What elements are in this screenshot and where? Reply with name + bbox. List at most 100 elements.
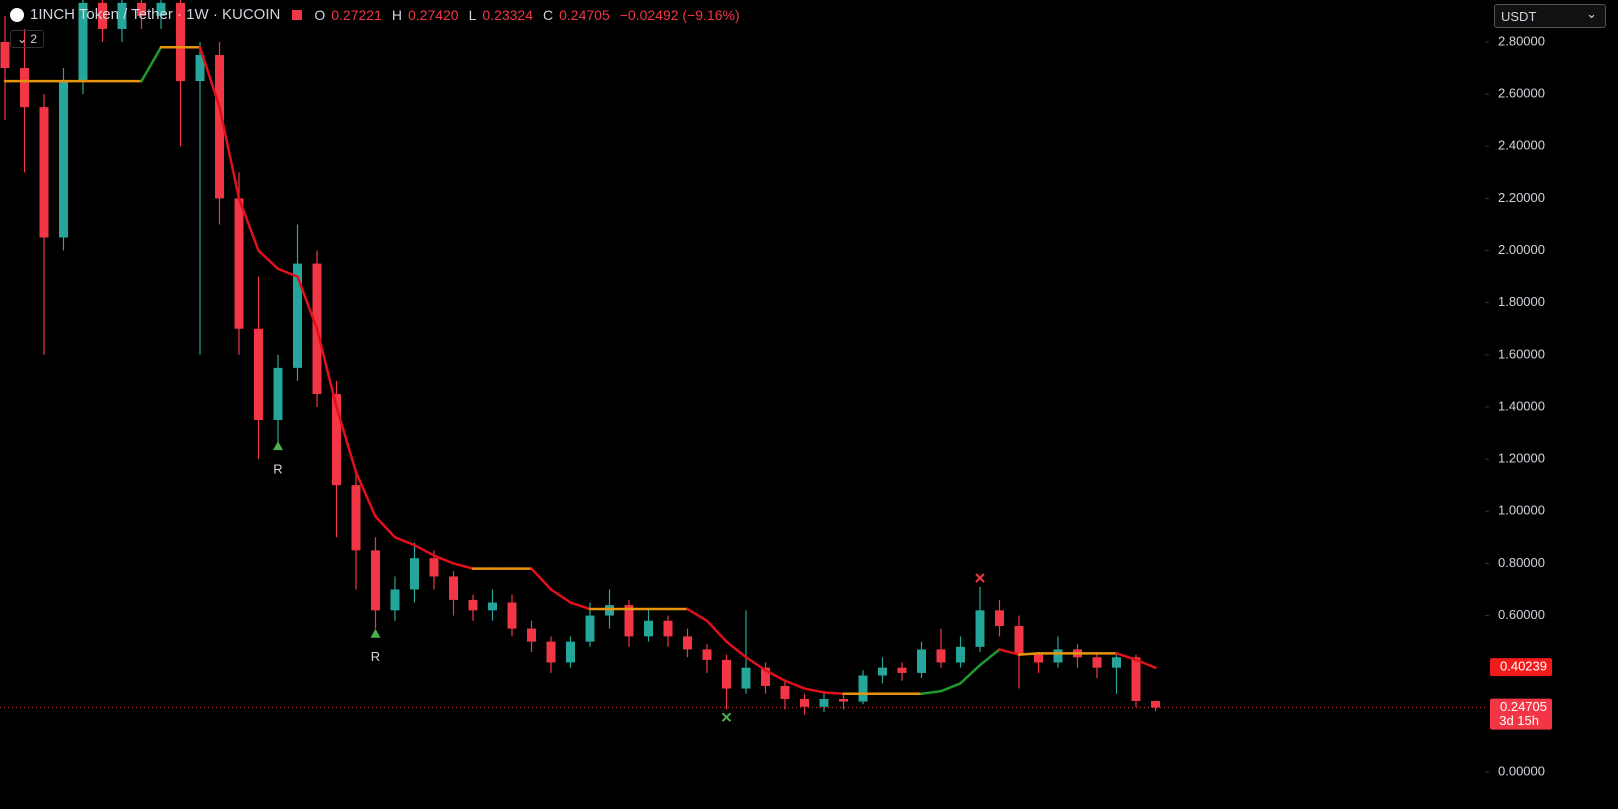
- trend-segment: [530, 567, 553, 591]
- candle-body: [332, 393, 341, 486]
- trend-segment: [452, 562, 475, 570]
- candle-body: [722, 659, 731, 689]
- trend-segment: [744, 656, 767, 672]
- change: −0.02492 (−9.16%): [619, 6, 740, 23]
- legend: 1INCH Token / Tether · 1W · KUCOIN O 0.27…: [10, 6, 744, 23]
- trend-segment: [237, 197, 260, 252]
- last-price-label: 0.24705: [1500, 699, 1547, 714]
- candle-body: [488, 602, 497, 611]
- candle-body: [878, 667, 887, 676]
- y-tick-label: 1.40000: [1498, 398, 1545, 413]
- signal-triangle: [273, 441, 283, 451]
- candle-body: [39, 107, 49, 238]
- candle-body: [585, 615, 595, 642]
- y-tick-label: 2.60000: [1498, 86, 1545, 101]
- candle-body: [1014, 625, 1024, 655]
- ohlc-value: 0.27221: [331, 6, 382, 23]
- trend-segment: [998, 648, 1021, 656]
- candle-body: [819, 698, 829, 707]
- candle-body: [390, 589, 400, 611]
- trend-segment: [725, 640, 748, 659]
- indicator-price-label: 0.40239: [1500, 659, 1547, 674]
- candle-body: [566, 641, 575, 663]
- candle-body: [761, 667, 770, 686]
- trend-segment: [803, 687, 826, 694]
- trend-segment: [705, 619, 728, 643]
- candle-body: [156, 2, 166, 16]
- indicator-price-box: [1490, 658, 1552, 677]
- trend-segment: [296, 275, 319, 331]
- trend-segment: [783, 679, 806, 690]
- y-tick-label: 1.60000: [1498, 346, 1545, 361]
- candle-body: [644, 620, 653, 637]
- trend-segment: [569, 601, 592, 611]
- currency-select[interactable]: USDT: [1494, 2, 1606, 28]
- ohlc-key: O: [314, 6, 326, 23]
- trend-segment: [939, 682, 962, 693]
- candle-body: [897, 667, 907, 673]
- trend-segment: [276, 267, 299, 278]
- y-tick-label: 0.80000: [1498, 555, 1545, 570]
- symbol[interactable]: 1INCH Token / Tether · 1W · KUCOIN: [30, 6, 281, 23]
- candle-body: [1131, 657, 1141, 702]
- trend-segment: [1017, 652, 1040, 656]
- signal-label: R: [273, 462, 282, 477]
- candle-body: [273, 367, 283, 421]
- trend-segment: [198, 45, 221, 109]
- candle-body: [117, 2, 127, 29]
- signal-cross: [721, 712, 732, 722]
- candle-body: [351, 485, 361, 551]
- candle-body: [917, 649, 926, 673]
- candle-body: [0, 41, 10, 69]
- trend-segment: [315, 327, 338, 409]
- ohlc-key: C: [543, 6, 554, 23]
- candle-body: [468, 599, 478, 611]
- candle-body: [1034, 654, 1043, 663]
- candle-body: [741, 667, 751, 689]
- candle-body: [936, 649, 946, 663]
- ohlc-key: L: [468, 6, 477, 23]
- ohlc-key: H: [391, 6, 402, 23]
- candle-body: [858, 675, 868, 702]
- price-axis: 0.00000 0.60000 0.80000 1.00000 1.20000 1.400…: [1485, 33, 1552, 778]
- candle-body: [429, 558, 439, 577]
- y-tick-label: 0.00000: [1498, 763, 1545, 778]
- candle-body: [234, 198, 244, 329]
- signal-label: R: [371, 649, 380, 664]
- y-tick-label: 1.20000: [1498, 451, 1545, 466]
- countdown-label: 3d 15h: [1499, 713, 1539, 728]
- candle-body: [624, 605, 634, 637]
- candle-body: [605, 605, 614, 616]
- ohlc-value: 0.23324: [482, 6, 533, 23]
- candle-body: [195, 55, 205, 82]
- y-tick-label: 0.60000: [1498, 607, 1545, 622]
- ohlc-value: 0.24705: [559, 6, 610, 23]
- flag[interactable]: [292, 9, 303, 20]
- indicator-toggle[interactable]: ⌄ 2: [10, 30, 45, 48]
- trend-segment: [822, 691, 845, 696]
- trend-segment: [549, 588, 572, 604]
- y-tick-label: 2.00000: [1498, 242, 1545, 257]
- candle-body: [663, 620, 673, 637]
- candle-body: [780, 685, 790, 699]
- candle-body: [137, 2, 146, 16]
- candle-body: [449, 576, 458, 600]
- candle-body: [20, 68, 29, 108]
- candle-body: [1151, 701, 1160, 708]
- candle-body: [546, 641, 556, 663]
- y-tick-label: 2.40000: [1498, 138, 1545, 153]
- trend-segment: [140, 45, 163, 83]
- trend-segment: [335, 405, 358, 474]
- y-tick-label: 2.20000: [1498, 190, 1545, 205]
- y-tick-label: 1.80000: [1498, 294, 1545, 309]
- candle-body: [839, 698, 848, 702]
- trend-segment: [686, 607, 709, 623]
- ohlc-value: 0.27420: [407, 6, 459, 23]
- candle-body: [975, 610, 985, 647]
- candle-body: [98, 2, 107, 29]
- candle-body: [59, 81, 68, 238]
- candle-body: [78, 2, 88, 82]
- trend-segment: [764, 669, 787, 682]
